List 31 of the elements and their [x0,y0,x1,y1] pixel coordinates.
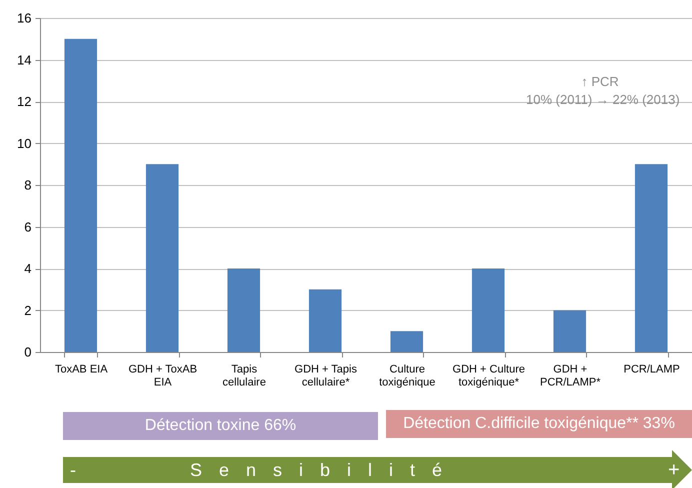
bar [308,289,342,352]
x-tick-label: GDH + PCR/LAMP* [540,364,602,388]
y-tick-label: 10 [17,136,32,151]
y-tick-label: 8 [24,178,32,192]
text: + [668,458,680,483]
bar [553,310,586,352]
y-tick-label: 12 [17,94,32,109]
bar [634,164,668,352]
x-tick-label: ToxAB EIA [54,364,108,376]
bar [146,164,179,352]
y-tick-label: 2 [24,302,32,318]
bar [472,268,505,352]
bar [64,38,98,352]
x-tick-label: GDH + ToxAB EIA [128,364,198,388]
y-tick-label: 6 [24,219,32,234]
y-tick-label: 14 [17,52,32,68]
y-tick-label: 16 [17,10,32,26]
x-tick-label: GDH + Culture toxigénique* [452,364,525,388]
x-tick-label: Culture toxigénique [379,364,436,388]
text: - [70,459,76,482]
annotation: ↑ PCR [580,74,620,89]
y-tick-label: 4 [24,261,32,276]
text: Détection C.difficile toxigénique** 33% [386,410,692,438]
x-tick-label: Tapis cellulaire [222,364,266,388]
x-tick-label: PCR/LAMP [624,364,680,376]
bar [390,331,424,352]
y-tick-label: 0 [24,344,32,360]
text: Détection toxine 66% [63,412,378,440]
text: Sensibilité [190,459,460,482]
x-tick-label: GDH + Tapis cellulaire* [294,364,358,388]
bar [227,268,260,352]
